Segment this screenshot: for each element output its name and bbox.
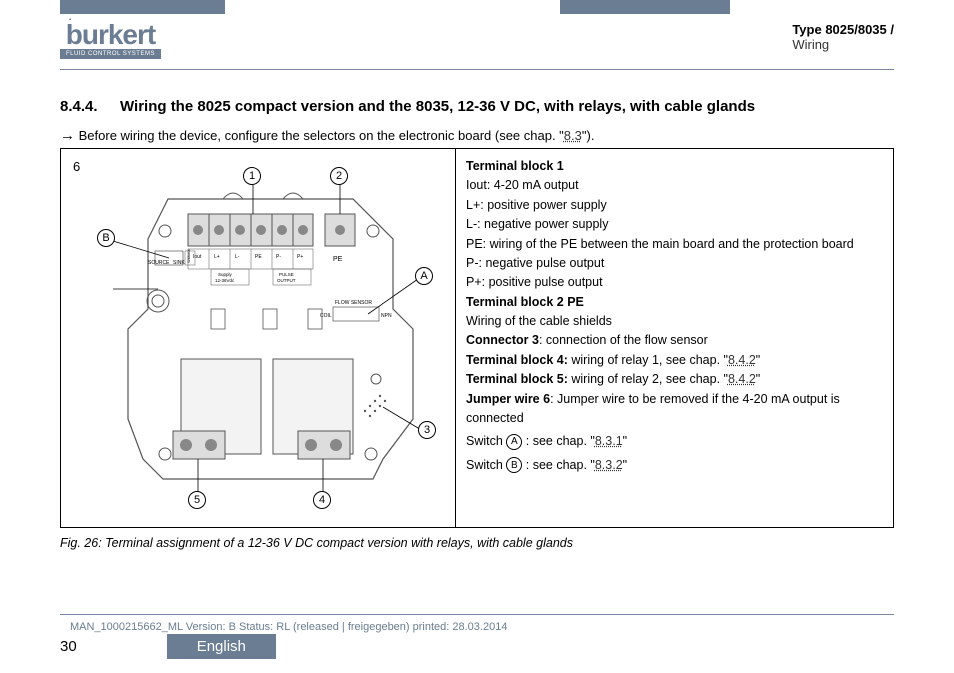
diagram-svg: PE Iout L+ L- PE P- P+ <box>73 159 443 514</box>
footer-bar: 30 English <box>60 634 276 659</box>
swA-before: Switch <box>466 434 506 448</box>
logo-text: b. .burkerturkert <box>66 22 155 47</box>
t1-r5: P-: negative pulse output <box>466 254 883 273</box>
svg-text:OUTPUT: OUTPUT <box>277 278 296 283</box>
swA-circle: A <box>506 434 522 450</box>
section-heading: 8.4.4. Wiring the 8025 compact version a… <box>60 98 894 115</box>
c3-text: : connection of the flow sensor <box>539 333 708 347</box>
t5-close: " <box>756 372 760 386</box>
swB-circle: B <box>506 457 522 473</box>
logo: b. .burkerturkert FLUID CONTROL SYSTEMS <box>60 22 161 59</box>
svg-text:FLOW SENSOR: FLOW SENSOR <box>335 300 372 306</box>
svg-text:PULSE: PULSE <box>279 272 294 277</box>
svg-text:PE: PE <box>333 256 343 263</box>
callout-B: B <box>97 229 115 247</box>
t5-label: Terminal block 5: <box>466 372 568 386</box>
page-number: 30 <box>60 638 77 655</box>
intro-before: Before wiring the device, configure the … <box>79 128 564 143</box>
t1-r6: P+: positive pulse output <box>466 273 883 292</box>
svg-text:Iout: Iout <box>193 254 202 260</box>
intro-link[interactable]: 8.3 <box>564 128 582 143</box>
heading-number: 8.4.4. <box>60 98 120 115</box>
t5-link[interactable]: 8.4.2 <box>728 372 756 386</box>
swB-link[interactable]: 8.3.2 <box>595 458 623 472</box>
figure-description: Terminal block 1 Iout: 4-20 mA output L+… <box>456 149 893 527</box>
t1-r2: L+: positive power supply <box>466 196 883 215</box>
svg-text:PE: PE <box>255 254 262 260</box>
footer-meta: MAN_1000215662_ML Version: B Status: RL … <box>70 621 507 633</box>
svg-text:P+: P+ <box>297 254 303 260</box>
intro-text: → Before wiring the device, configure th… <box>60 127 894 144</box>
swB-before: Switch <box>466 458 506 472</box>
callout-3: 3 <box>418 421 436 439</box>
language-tab: English <box>167 634 276 659</box>
swB-close: " <box>623 458 627 472</box>
svg-text:Without: Without <box>186 249 191 263</box>
callout-5: 5 <box>188 491 206 509</box>
svg-text:L-: L- <box>235 254 240 260</box>
arrow-icon: → <box>60 127 75 144</box>
tab-marker-right <box>560 0 730 14</box>
figure-box: PE Iout L+ L- PE P- P+ <box>60 148 894 528</box>
svg-text:NPN: NPN <box>381 313 392 319</box>
heading-text: Wiring the 8025 compact version and the … <box>120 98 894 115</box>
wiring-diagram: PE Iout L+ L- PE P- P+ <box>73 159 443 514</box>
j6-label: Jumper wire 6 <box>466 392 550 406</box>
t4-close: " <box>756 353 760 367</box>
swA-close: " <box>623 434 627 448</box>
svg-text:L+: L+ <box>214 254 220 260</box>
svg-text:Supply: Supply <box>218 272 233 277</box>
svg-text:P-: P- <box>276 254 281 260</box>
t1-r3: L-: negative power supply <box>466 215 883 234</box>
swA-mid: : see chap. " <box>522 434 595 448</box>
callout-4: 4 <box>313 491 331 509</box>
tab-marker-left <box>60 0 225 14</box>
footer-rule <box>60 614 894 615</box>
svg-text:SINK: SINK <box>173 260 185 266</box>
doc-title: Type 8025/8035 / Wiring <box>792 22 894 52</box>
swA-link[interactable]: 8.3.1 <box>595 434 623 448</box>
content: 8.4.4. Wiring the 8025 compact version a… <box>60 98 894 550</box>
t5-text: wiring of relay 2, see chap. " <box>568 372 728 386</box>
doc-type: Type 8025/8035 / <box>792 22 894 37</box>
intro-after: "). <box>582 128 595 143</box>
t2-title: Terminal block 2 PE <box>466 295 584 309</box>
page-header: b. .burkerturkert FLUID CONTROL SYSTEMS … <box>60 22 894 70</box>
t4-text: wiring of relay 1, see chap. " <box>568 353 728 367</box>
c3-label: Connector 3 <box>466 333 539 347</box>
t4-label: Terminal block 4: <box>466 353 568 367</box>
t1-r4: PE: wiring of the PE between the main bo… <box>466 235 883 254</box>
t2-r1: Wiring of the cable shields <box>466 312 883 331</box>
callout-2: 2 <box>330 167 348 185</box>
svg-text:SOURCE: SOURCE <box>148 260 170 266</box>
svg-text:12-36Vdc: 12-36Vdc <box>215 278 235 283</box>
callout-A: A <box>415 267 433 285</box>
t1-title: Terminal block 1 <box>466 159 564 173</box>
t1-r1: Iout: 4-20 mA output <box>466 176 883 195</box>
callout-1: 1 <box>243 167 261 185</box>
tab-bar <box>0 0 954 18</box>
figure-caption: Fig. 26: Terminal assignment of a 12-36 … <box>60 536 894 550</box>
figure-diagram-panel: PE Iout L+ L- PE P- P+ <box>61 149 456 527</box>
doc-section: Wiring <box>792 37 894 52</box>
logo-subtitle: FLUID CONTROL SYSTEMS <box>60 49 161 59</box>
swB-mid: : see chap. " <box>522 458 595 472</box>
t4-link[interactable]: 8.4.2 <box>728 353 756 367</box>
